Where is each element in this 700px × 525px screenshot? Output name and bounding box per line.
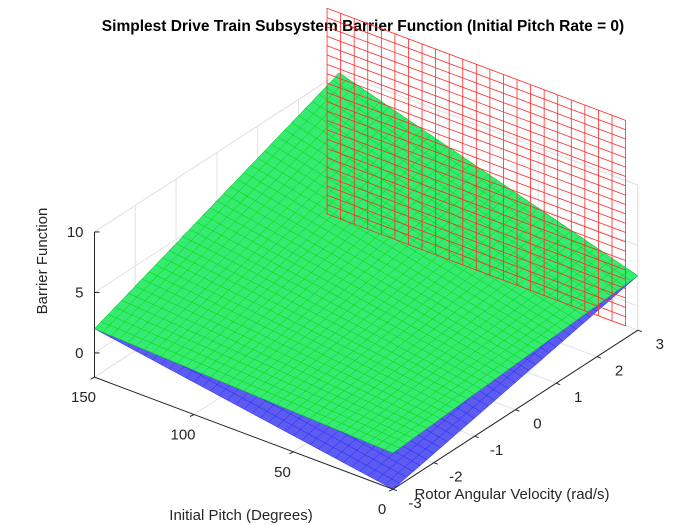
box-edge [339,72,638,186]
x-axis-label: Rotor Angular Velocity (rad/s) [414,486,609,503]
red-mesh-line [326,17,626,131]
red-mesh-line [326,110,626,224]
red-mesh-line [326,129,626,243]
z-tick-label: 0 [75,345,83,362]
red-mesh-line [326,64,626,177]
red-mesh-line [326,157,626,271]
red-mesh-line [326,176,626,290]
y-axis-line [94,376,394,490]
x-tick-label: 3 [656,336,664,353]
x-tick-mark [515,409,520,412]
red-mesh-line [326,185,626,299]
box-edge [94,72,340,233]
red-mesh-line [326,92,626,205]
x-tick-label: -1 [490,442,503,459]
red-mesh-line [326,138,626,252]
red-mesh-line [326,194,626,308]
red-mesh-line [326,35,626,149]
red-mesh-line [326,213,626,327]
red-mesh-line [326,26,626,140]
z-axis-label: Barrier Function [34,208,51,315]
x-tick-label: 0 [533,416,541,433]
y-tick-mark [90,376,95,380]
x-tick-label: -3 [408,495,421,512]
red-mesh-line [326,54,626,168]
x-tick-mark [392,488,398,492]
z-tick-label: 10 [67,224,84,241]
x-tick-mark [474,435,479,439]
red-mesh-line [326,82,626,196]
x-tick-mark [596,356,602,359]
red-mesh-line [326,166,626,280]
y-tick-label: 0 [378,501,386,518]
x-tick-label: -2 [449,469,462,486]
red-plane [326,7,626,327]
red-mesh-line [326,120,626,233]
z-tick-label: 5 [75,284,83,301]
y-tick-mark [289,451,294,455]
y-tick-label: 50 [274,464,291,481]
red-mesh-line [326,101,626,215]
chart-title: Simplest Drive Train Subsystem Barrier F… [102,18,624,35]
x-tick-mark [556,382,561,386]
x-tick-mark [433,462,438,465]
x-tick-label: 1 [574,389,582,406]
y-tick-mark [388,488,394,492]
red-mesh-line [326,73,626,187]
red-mesh-line [326,45,626,159]
y-tick-mark [189,414,195,417]
red-mesh-line [326,7,626,121]
x-tick-label: 2 [615,363,623,380]
y-tick-label: 100 [170,427,195,444]
red-mesh-line [326,148,626,261]
y-tick-label: 150 [71,389,96,406]
red-mesh-line [326,204,626,318]
x-tick-mark [637,329,642,333]
y-axis-label: Initial Pitch (Degrees) [169,507,312,524]
